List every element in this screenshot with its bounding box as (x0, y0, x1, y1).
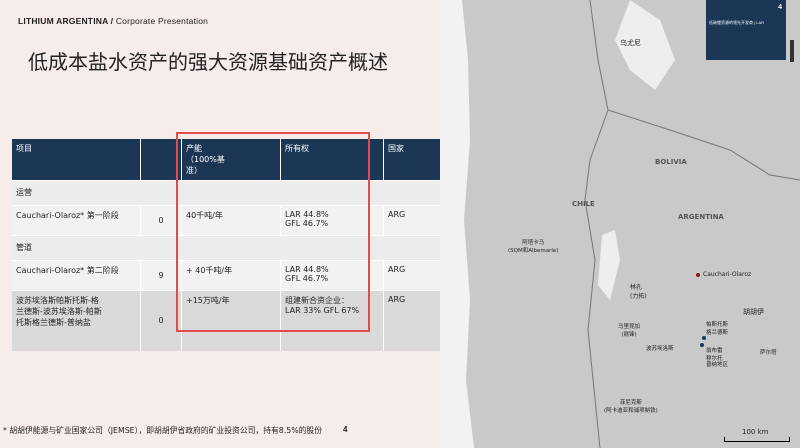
cell-capacity: +15万吨/年 (181, 290, 281, 351)
cell-project: Cauchari-Olaroz* 第二阶段 (12, 260, 141, 291)
col-header-blank (140, 139, 182, 181)
brand-separator: / (108, 16, 116, 26)
cell-num: 9 (140, 260, 182, 291)
cell-project: Cauchari-Olaroz* 第一阶段 (12, 205, 141, 236)
col-header-project: 项目 (12, 139, 141, 181)
cauchari-marker (696, 273, 700, 277)
top-banner: 4 低碳锂资源的领先开发商 | LAR (706, 0, 786, 60)
cell-capacity: 40千吨/年 (181, 205, 281, 236)
map-label-hombre: 翁布雷 穆尔托 (706, 348, 723, 362)
salar-uyuni-shape (615, 0, 675, 90)
map-label-maricunga: 马里昆加 (赣锋) (618, 324, 641, 338)
cell-project: 波苏埃洛斯帕斯托斯-格 兰德斯-波苏埃洛斯-帕斯 托斯格兰德斯-普纳盐 (12, 290, 141, 351)
map-label-linkong: 林孔 (力拓) (630, 284, 647, 300)
map-label-salta: 萨尔塔 (760, 350, 777, 356)
cell-ownership: LAR 44.8% GFL 46.7% (280, 205, 384, 236)
map-label-fenix: 菲尼克斯 (阿卡迪亚和浦项制铁) (604, 400, 658, 414)
salar-atacama-shape (598, 230, 620, 300)
table-row: Cauchari-Olaroz* 第一阶段 0 40千吨/年 LAR 44.8%… (12, 205, 445, 236)
cell-num: 0 (140, 205, 182, 236)
page-number: 4 (343, 425, 348, 434)
section-row: 运营 (12, 180, 445, 206)
asset-table: 项目 产能 （100%基 准） 所有权 国家 运营 Cauchari-Olaro… (12, 139, 445, 351)
pozuelos-marker (700, 343, 704, 347)
col-header-ownership: 所有权 (280, 139, 384, 181)
map-label-cauchari: Cauchari-Olaroz (703, 271, 752, 278)
map-scale-bar (724, 437, 790, 442)
map-label-pozuelos: 波苏埃洛斯 (646, 346, 674, 352)
map-label-pastos: 帕斯托斯 格兰德斯 (706, 322, 729, 336)
map-label-atacama: 阿塔卡马 (SQM和Albemarle) (508, 240, 559, 254)
map-scale-label: 100 km (742, 428, 769, 436)
cell-ownership: LAR 44.8% GFL 46.7% (280, 260, 384, 291)
map-land (440, 0, 800, 448)
scroll-indicator (790, 40, 794, 62)
section-label: 运营 (12, 180, 445, 206)
cell-country: ARG (383, 205, 445, 236)
pastos-marker (702, 336, 706, 340)
map-label-uyuni: 乌尤尼 (620, 39, 641, 47)
brand-name: LITHIUM ARGENTINA (18, 16, 109, 26)
map-label-chile: CHILE (572, 200, 595, 208)
map-ocean (440, 0, 474, 448)
banner-page-number: 4 (778, 4, 782, 11)
map-border-chile (584, 0, 609, 448)
section-row: 管道 (12, 235, 445, 261)
map-label-jujuy: 胡胡伊 (743, 308, 764, 316)
cell-country: ARG (383, 290, 445, 351)
footnote: * 胡胡伊能源与矿业国家公司（JEMSE），即胡胡伊省政府的矿业投资公司，持有8… (3, 426, 323, 435)
brand-header: LITHIUM ARGENTINA / Corporate Presentati… (18, 16, 208, 26)
brand-subtitle: Corporate Presentation (115, 16, 209, 26)
capacity-highlight-box (176, 132, 370, 332)
cell-capacity: + 40千吨/年 (181, 260, 281, 291)
table-header-row: 项目 产能 （100%基 准） 所有权 国家 (12, 139, 445, 181)
col-header-capacity: 产能 （100%基 准） (181, 139, 281, 181)
table-row: 波苏埃洛斯帕斯托斯-格 兰德斯-波苏埃洛斯-帕斯 托斯格兰德斯-普纳盐 0 +1… (12, 290, 445, 351)
map-border-bolivia (607, 109, 800, 181)
map-label-puna: 普纳地区 (706, 362, 729, 368)
table-row: Cauchari-Olaroz* 第二阶段 9 + 40千吨/年 LAR 44.… (12, 260, 445, 291)
cell-ownership: 组建新合资企业： LAR 33% GFL 67% (280, 290, 384, 351)
cell-num: 0 (140, 290, 182, 351)
section-label: 管道 (12, 235, 445, 261)
page-title: 低成本盐水资产的强大资源基础资产概述 (28, 50, 388, 74)
cell-country: ARG (383, 260, 445, 291)
banner-text: 低碳锂资源的领先开发商 | LAR (709, 20, 765, 25)
region-map (440, 0, 800, 448)
map-label-bolivia: BOLIVIA (655, 158, 687, 166)
col-header-country: 国家 (383, 139, 445, 181)
map-label-argentina: ARGENTINA (678, 213, 724, 221)
